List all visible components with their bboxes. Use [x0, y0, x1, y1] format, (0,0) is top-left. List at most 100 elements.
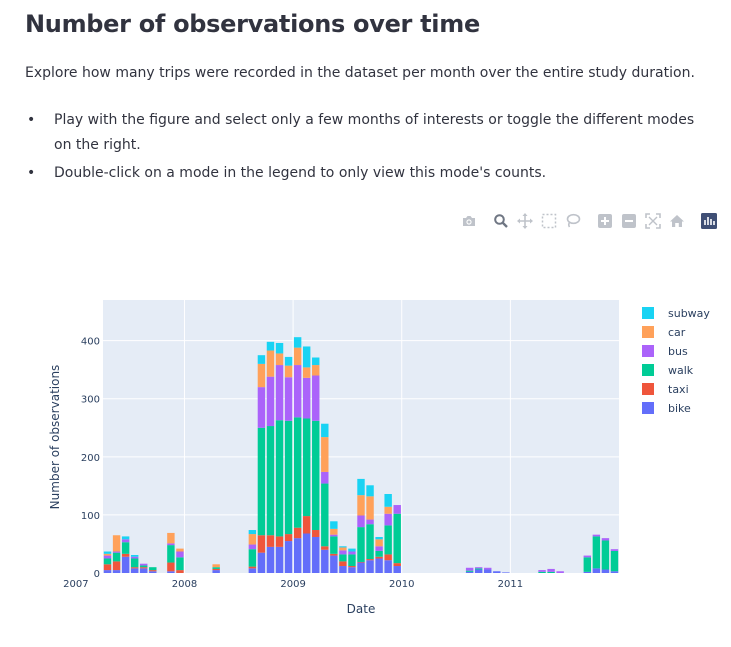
bar-walk[interactable] — [538, 571, 546, 573]
bar-subway[interactable] — [348, 548, 356, 552]
bar-bus[interactable] — [176, 551, 184, 558]
bar-bus[interactable] — [357, 515, 365, 528]
bar-taxi[interactable] — [321, 546, 329, 550]
bar-bus[interactable] — [248, 544, 257, 550]
bar-bike[interactable] — [167, 571, 175, 573]
bar-taxi[interactable] — [130, 567, 139, 569]
bar-bike[interactable] — [248, 568, 257, 573]
bar-walk[interactable] — [348, 554, 356, 567]
bar-subway[interactable] — [130, 554, 139, 557]
bar-subway[interactable] — [266, 341, 275, 351]
zoom-button[interactable] — [491, 211, 511, 231]
legend-item-taxi[interactable]: taxi — [642, 383, 689, 396]
autoscale-button[interactable] — [643, 211, 663, 231]
bar-bus[interactable] — [167, 543, 175, 546]
bar-subway[interactable] — [330, 521, 338, 529]
bar-bus[interactable] — [140, 563, 148, 566]
bar-taxi[interactable] — [257, 535, 266, 553]
bar-car[interactable] — [330, 528, 338, 535]
bar-bus[interactable] — [592, 534, 601, 537]
bar-walk[interactable] — [284, 420, 293, 535]
bar-bus[interactable] — [366, 519, 374, 525]
bar-bus[interactable] — [321, 471, 329, 484]
bar-walk[interactable] — [266, 426, 275, 536]
bar-subway[interactable] — [103, 551, 112, 554]
bar-bus[interactable] — [474, 567, 483, 569]
bar-subway[interactable] — [357, 478, 365, 496]
bar-walk[interactable] — [302, 418, 311, 517]
bar-walk[interactable] — [339, 554, 347, 562]
bar-bike[interactable] — [583, 571, 592, 573]
bar-bus[interactable] — [339, 550, 347, 555]
bar-walk[interactable] — [384, 525, 392, 555]
pan-button[interactable] — [515, 211, 535, 231]
bar-bike[interactable] — [121, 556, 130, 573]
bar-taxi[interactable] — [212, 568, 220, 571]
bar-bus[interactable] — [312, 375, 320, 421]
bar-taxi[interactable] — [302, 516, 311, 534]
bar-bike[interactable] — [312, 536, 320, 573]
bar-car[interactable] — [112, 535, 121, 552]
bar-bike[interactable] — [330, 555, 338, 573]
bar-walk[interactable] — [293, 417, 302, 528]
bar-bike[interactable] — [592, 568, 601, 573]
bar-bus[interactable] — [375, 546, 383, 551]
bar-bus[interactable] — [583, 555, 592, 558]
bar-subway[interactable] — [302, 346, 311, 368]
bar-taxi[interactable] — [112, 561, 121, 571]
bar-bike[interactable] — [302, 533, 311, 573]
bar-bike[interactable] — [465, 571, 474, 573]
bar-car[interactable] — [176, 548, 184, 552]
bar-walk[interactable] — [275, 420, 284, 537]
bar-bus[interactable] — [384, 513, 392, 526]
bar-bus[interactable] — [556, 571, 564, 573]
bar-bike[interactable] — [257, 552, 266, 573]
bar-car[interactable] — [103, 553, 112, 556]
legend-item-car[interactable]: car — [642, 326, 686, 339]
bar-bike[interactable] — [293, 538, 302, 573]
bar-walk[interactable] — [112, 552, 121, 562]
bar-bus[interactable] — [393, 505, 401, 514]
bar-taxi[interactable] — [167, 562, 175, 572]
bar-taxi[interactable] — [266, 535, 275, 547]
bar-bus[interactable] — [601, 538, 610, 541]
bar-walk[interactable] — [465, 570, 474, 572]
bar-taxi[interactable] — [393, 563, 401, 567]
bar-walk[interactable] — [601, 540, 610, 570]
bar-car[interactable] — [321, 437, 329, 472]
bar-walk[interactable] — [547, 571, 555, 573]
bar-bike[interactable] — [275, 546, 284, 573]
bar-car[interactable] — [275, 353, 284, 366]
bar-car[interactable] — [167, 532, 175, 544]
bar-taxi[interactable] — [140, 567, 148, 569]
bar-subway[interactable] — [293, 337, 302, 348]
bar-bus[interactable] — [257, 387, 266, 428]
bar-walk[interactable] — [103, 558, 112, 565]
bar-bike[interactable] — [212, 570, 220, 573]
bar-taxi[interactable] — [366, 559, 374, 561]
bar-bus[interactable] — [484, 567, 492, 570]
bar-walk[interactable] — [583, 557, 592, 572]
bar-bus[interactable] — [538, 570, 546, 572]
bar-bike[interactable] — [112, 570, 121, 573]
reset-axes-button[interactable] — [667, 211, 687, 231]
bar-bike[interactable] — [484, 569, 492, 573]
bar-bike[interactable] — [393, 566, 401, 573]
bar-walk[interactable] — [474, 568, 483, 570]
bar-walk[interactable] — [592, 536, 601, 569]
bar-walk[interactable] — [321, 483, 329, 547]
bar-subway[interactable] — [375, 536, 383, 540]
bar-subway[interactable] — [275, 342, 284, 354]
bar-taxi[interactable] — [149, 570, 157, 572]
bar-car[interactable] — [339, 547, 347, 551]
bar-car[interactable] — [366, 496, 374, 520]
legend-item-walk[interactable]: walk — [642, 364, 694, 377]
bar-subway[interactable] — [121, 536, 130, 540]
bar-taxi[interactable] — [375, 556, 383, 559]
bar-walk[interactable] — [393, 513, 401, 564]
bar-bus[interactable] — [330, 534, 338, 537]
bar-subway[interactable] — [248, 530, 257, 535]
bar-walk[interactable] — [375, 550, 383, 557]
bar-bus[interactable] — [284, 377, 293, 421]
bar-bus[interactable] — [610, 549, 619, 551]
